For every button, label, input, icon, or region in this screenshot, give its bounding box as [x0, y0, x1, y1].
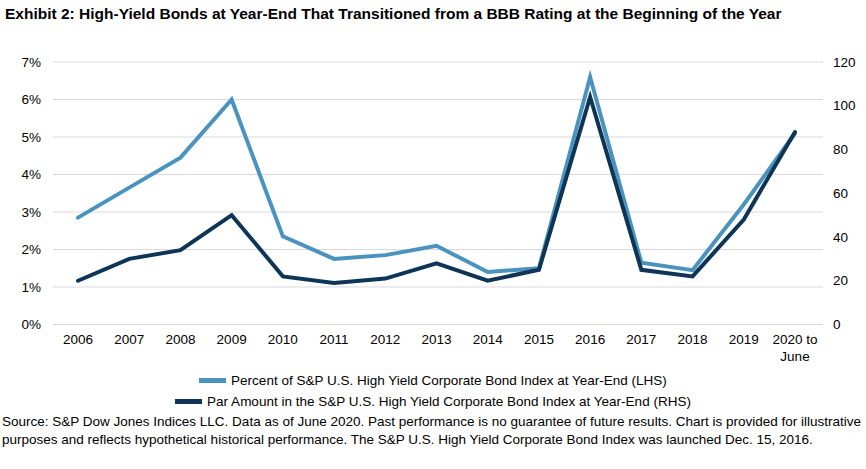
- x-axis-tick-label: 2011: [320, 332, 349, 347]
- y-axis-left-tick-label: 4%: [21, 167, 41, 182]
- legend-label-lhs: Percent of S&P U.S. High Yield Corporate…: [231, 373, 667, 388]
- x-axis-tick-label: 2017: [626, 332, 656, 347]
- rhs-par-amount-line-series: [78, 97, 795, 283]
- x-axis-tick-label: 2006: [63, 332, 93, 347]
- x-axis-tick-label: 2014: [473, 332, 504, 347]
- legend-label-rhs: Par Amount in the S&P U.S. High Yield Co…: [207, 394, 691, 409]
- y-axis-right-tick-label: 20: [833, 273, 848, 288]
- lhs-series-line-icon: [199, 378, 226, 383]
- x-axis-tick-label: 2018: [678, 332, 708, 347]
- x-axis-tick-label: 2013: [421, 332, 451, 347]
- source-note: Source: S&P Dow Jones Indices LLC. Data …: [2, 413, 864, 448]
- rhs-series-line-icon: [175, 399, 202, 404]
- y-axis-right-tick-label: 0: [833, 317, 841, 332]
- x-axis-tick-label: 2008: [165, 332, 195, 347]
- x-axis-tick-label: 2010: [268, 332, 298, 347]
- y-axis-left-tick-label: 7%: [21, 55, 41, 70]
- legend-item-par-amount-rhs: Par Amount in the S&P U.S. High Yield Co…: [0, 391, 866, 412]
- y-axis-right-tick-label: 120: [833, 55, 856, 70]
- y-axis-left-tick-label: 1%: [21, 280, 41, 295]
- x-axis-tick-label: 2009: [217, 332, 247, 347]
- y-axis-right-tick-label: 60: [833, 186, 848, 201]
- y-axis-left-tick-label: 5%: [21, 130, 41, 145]
- y-axis-right-tick-label: 80: [833, 142, 848, 157]
- y-axis-left-tick-label: 3%: [21, 205, 41, 220]
- legend-item-percent-lhs: Percent of S&P U.S. High Yield Corporate…: [0, 370, 866, 391]
- x-axis-tick-label: 2020 toJune: [772, 332, 817, 364]
- y-axis-left-tick-label: 0%: [21, 317, 41, 332]
- x-axis-tick-label: 2012: [370, 332, 400, 347]
- y-axis-right-tick-label: 100: [833, 98, 856, 113]
- y-axis-left-tick-label: 6%: [21, 92, 41, 107]
- chart-title: Exhibit 2: High-Yield Bonds at Year-End …: [5, 3, 862, 24]
- line-chart: 0% 1% 2% 3% 4% 5% 6% 7% 0 20 40 60 80 100 120 2006 2007 2…: [0, 48, 866, 368]
- x-axis-tick-label: 2019: [729, 332, 759, 347]
- x-axis-tick-label: 2016: [575, 332, 605, 347]
- exhibit-2-chart-figure: Exhibit 2: High-Yield Bonds at Year-End …: [0, 0, 866, 469]
- chart-legend: Percent of S&P U.S. High Yield Corporate…: [0, 370, 866, 412]
- x-axis-tick-label: 2015: [524, 332, 554, 347]
- x-axis-tick-label: 2007: [114, 332, 144, 347]
- y-axis-left-tick-label: 2%: [21, 242, 41, 257]
- y-axis-right-tick-label: 40: [833, 230, 848, 245]
